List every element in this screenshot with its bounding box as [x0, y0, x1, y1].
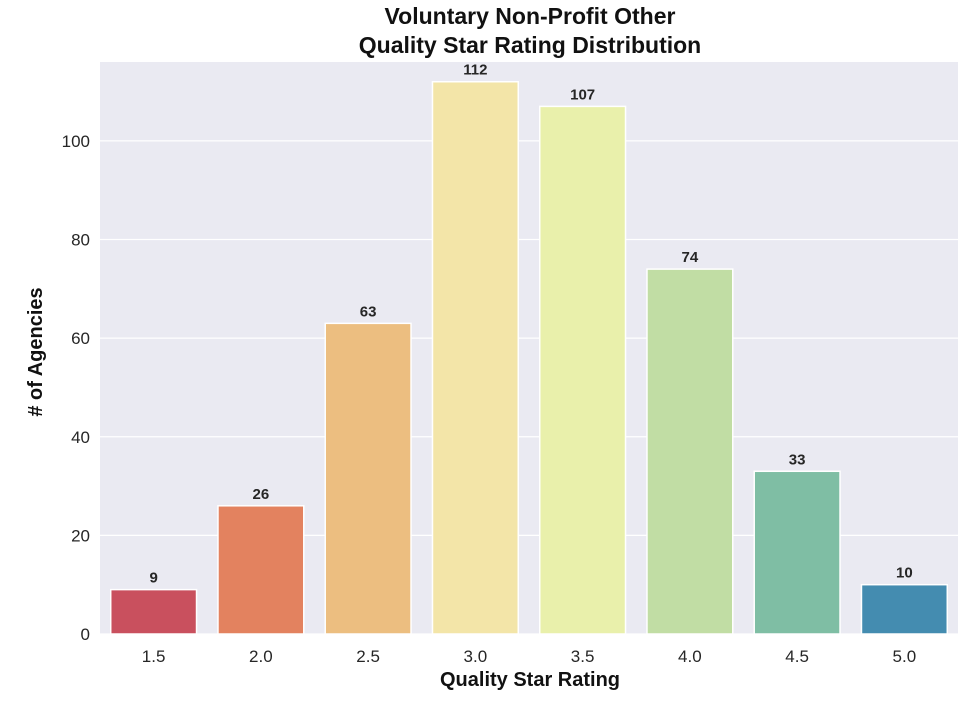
- bar-2.0: [217, 505, 305, 635]
- x-tick-label: 1.5: [142, 647, 166, 666]
- x-tick-label: 4.0: [678, 647, 702, 666]
- y-axis-label: # of Agencies: [25, 287, 47, 416]
- chart-title-line-2: Quality Star Rating Distribution: [359, 32, 701, 58]
- y-tick-label: 60: [71, 329, 90, 348]
- y-tick-label: 100: [62, 132, 90, 151]
- y-tick-label: 0: [81, 625, 90, 644]
- x-tick-label: 5.0: [893, 647, 917, 666]
- bars: [109, 80, 949, 635]
- x-tick-label: 4.5: [785, 647, 809, 666]
- chart-title-line-1: Voluntary Non-Profit Other: [385, 3, 676, 29]
- data-labels: 9 26 63 112 107 74 33 10: [149, 62, 912, 587]
- y-axis-ticks: 0 20 40 60 80 100: [62, 132, 90, 644]
- y-tick-label: 40: [71, 428, 90, 447]
- bar-4.0: [646, 268, 734, 635]
- x-axis-label: Quality Star Rating: [440, 669, 620, 691]
- x-axis-ticks: 1.5 2.0 2.5 3.0 3.5 4.0 4.5 5.0: [142, 647, 916, 666]
- y-tick-label: 80: [71, 231, 90, 250]
- bar-1.5: [109, 588, 198, 635]
- data-label: 33: [789, 451, 806, 468]
- x-tick-label: 3.5: [571, 647, 595, 666]
- data-label: 74: [682, 249, 699, 266]
- data-label: 26: [253, 486, 270, 503]
- data-label: 10: [896, 565, 913, 582]
- bar-4.5: [753, 470, 841, 635]
- x-tick-label: 3.0: [464, 647, 488, 666]
- bar-5.0: [860, 583, 949, 635]
- bar-2.5: [324, 322, 412, 635]
- data-label: 9: [149, 570, 157, 587]
- data-label: 107: [570, 86, 595, 103]
- x-tick-label: 2.0: [249, 647, 273, 666]
- y-tick-label: 20: [71, 526, 90, 545]
- x-tick-label: 2.5: [356, 647, 380, 666]
- bar-3.0: [431, 80, 520, 635]
- bar-3.5: [538, 105, 627, 635]
- data-label: 112: [463, 62, 487, 79]
- data-label: 63: [360, 303, 377, 320]
